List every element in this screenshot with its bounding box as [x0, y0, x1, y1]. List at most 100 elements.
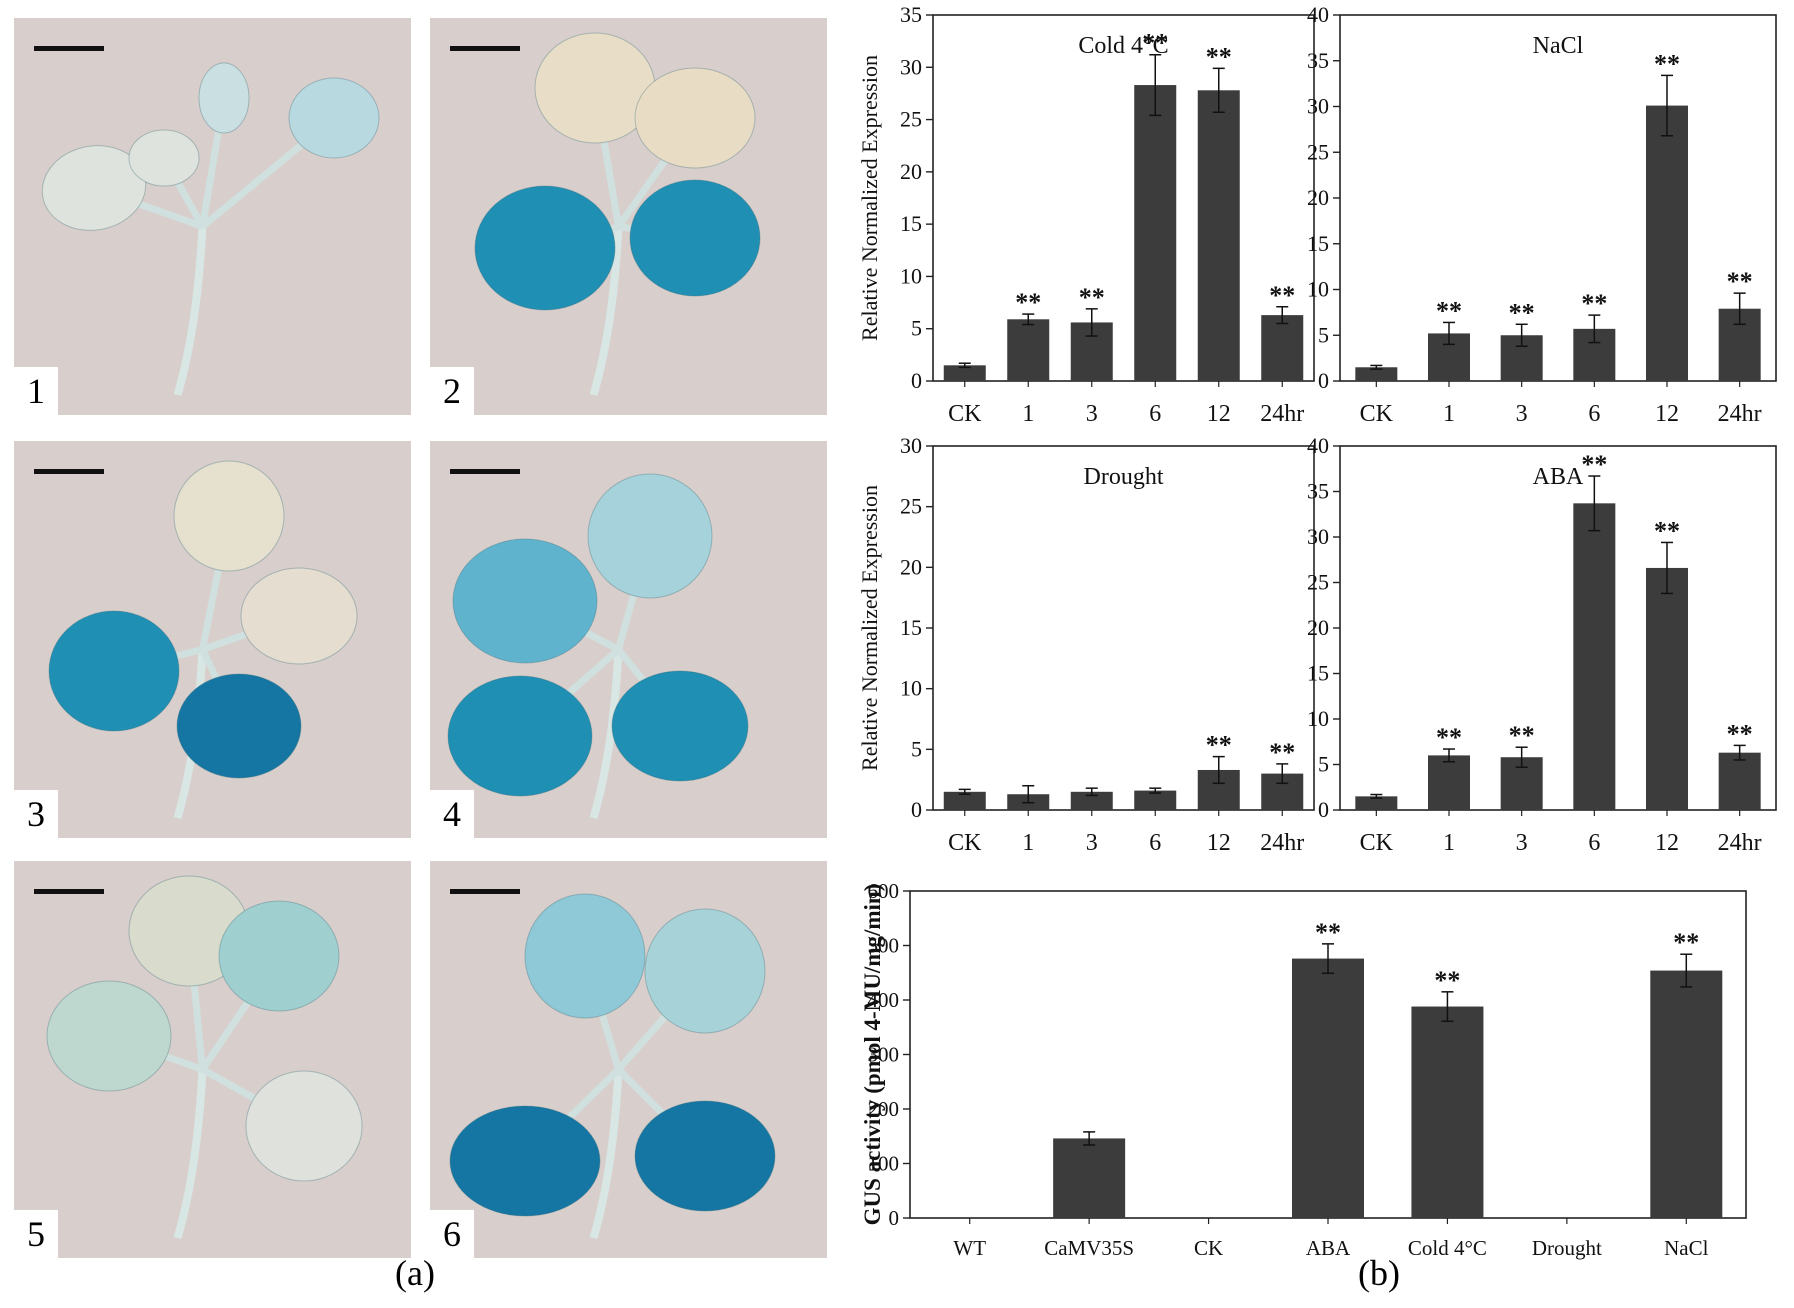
- x-tick-label-drought: 24hr: [1260, 830, 1304, 856]
- bar-cold-4: [1197, 90, 1240, 381]
- y-axis-label-cold: Relative Normalized Expression: [857, 55, 882, 341]
- y-tick-label-gus: 200: [868, 1097, 900, 1121]
- bar-aba-5: [1718, 752, 1761, 810]
- seedling-illustration: [41, 62, 380, 397]
- bar-nacl-0: [1355, 367, 1398, 381]
- x-tick-label-nacl: 6: [1588, 401, 1600, 427]
- significance-mark-cold: **: [1269, 281, 1295, 310]
- bar-cold-0: [943, 365, 986, 381]
- chart-title-drought: Drought: [1084, 464, 1164, 490]
- bar-cold-5: [1261, 315, 1304, 381]
- y-tick-label-gus: 300: [868, 1043, 900, 1067]
- bar-aba-0: [1355, 796, 1398, 810]
- y-tick-label-aba: 0: [1318, 797, 1329, 822]
- significance-mark-gus: **: [1434, 966, 1460, 995]
- x-tick-label-drought: 12: [1207, 830, 1231, 856]
- seedling-leaf: [474, 185, 616, 311]
- seedling-illustration: [48, 460, 358, 820]
- seedling-stem: [173, 1069, 207, 1240]
- y-tick-label-aba: 40: [1307, 433, 1329, 458]
- significance-mark-gus: **: [1315, 918, 1341, 947]
- y-tick-label-aba: 30: [1307, 524, 1329, 549]
- y-tick-label-cold: 15: [900, 211, 922, 236]
- y-tick-label-drought: 20: [900, 554, 922, 579]
- seedling-illustration: [449, 893, 776, 1240]
- seedling-illustration: [46, 875, 363, 1240]
- y-tick-label-cold: 20: [900, 159, 922, 184]
- x-tick-label-gus: ABA: [1306, 1236, 1351, 1260]
- x-tick-label-drought: 1: [1022, 830, 1034, 856]
- y-tick-label-cold: 10: [900, 263, 922, 288]
- seedling-leaf: [240, 567, 358, 665]
- seedling-leaf: [198, 62, 250, 134]
- seedling-leaf: [447, 675, 593, 797]
- scale-bar: [34, 889, 104, 894]
- x-tick-label-nacl: 3: [1516, 401, 1528, 427]
- chart-title-cold: Cold 4°C: [1078, 33, 1168, 59]
- seedling-stem: [589, 226, 623, 397]
- x-tick-label-cold: 1: [1022, 401, 1034, 427]
- plot-frame-aba: [1339, 445, 1777, 811]
- seedling-leaf: [218, 900, 340, 1012]
- significance-mark-aba: **: [1727, 719, 1753, 748]
- seedling-leaf: [634, 1100, 776, 1212]
- y-tick-label-nacl: 35: [1307, 48, 1329, 73]
- seedling-leaf: [176, 673, 302, 779]
- bar-gus-6: [1650, 970, 1723, 1218]
- x-tick-label-gus: CK: [1194, 1236, 1223, 1260]
- seedling-photo-1: 1: [14, 18, 411, 415]
- significance-mark-aba: **: [1654, 516, 1680, 545]
- y-tick-label-nacl: 10: [1307, 277, 1329, 302]
- x-tick-label-gus: NaCl: [1664, 1236, 1708, 1260]
- y-tick-label-aba: 20: [1307, 615, 1329, 640]
- seedling-leaf: [245, 1070, 363, 1182]
- y-tick-label-nacl: 25: [1307, 139, 1329, 164]
- plot-frame-drought: [932, 445, 1315, 811]
- significance-mark-cold: **: [1015, 288, 1041, 317]
- scale-bar: [450, 889, 520, 894]
- seedling-photo-4: 4: [430, 441, 827, 838]
- scale-bar: [450, 469, 520, 474]
- bar-nacl-4: [1646, 105, 1688, 382]
- y-tick-label-drought: 5: [911, 736, 922, 761]
- significance-mark-nacl: **: [1436, 296, 1462, 325]
- plot-frame-cold: [932, 14, 1315, 382]
- x-tick-label-gus: Drought: [1532, 1236, 1602, 1260]
- x-tick-label-drought: 6: [1149, 830, 1161, 856]
- y-axis-label-drought: Relative Normalized Expression: [857, 485, 882, 771]
- chart-title-nacl: NaCl: [1533, 33, 1584, 59]
- seedling-stem: [589, 1069, 623, 1240]
- y-tick-label-nacl: 40: [1307, 2, 1329, 27]
- y-tick-label-nacl: 0: [1318, 368, 1329, 393]
- y-tick-label-aba: 25: [1307, 570, 1329, 595]
- x-tick-label-nacl: 1: [1443, 401, 1455, 427]
- seedling-leaf: [288, 77, 380, 159]
- significance-mark-cold: **: [1142, 29, 1168, 58]
- x-tick-label-aba: CK: [1360, 830, 1394, 856]
- y-tick-label-gus: 0: [889, 1206, 900, 1230]
- significance-mark-aba: **: [1509, 721, 1535, 750]
- seedling-photo-3: 3: [14, 441, 411, 838]
- x-tick-label-aba: 1: [1443, 830, 1455, 856]
- scale-bar: [450, 46, 520, 51]
- bar-drought-0: [943, 791, 986, 810]
- seedling-photo-6: 6: [430, 861, 827, 1258]
- bar-drought-3: [1134, 790, 1177, 810]
- scale-bar: [34, 46, 104, 51]
- y-tick-label-aba: 35: [1307, 479, 1329, 504]
- bar-aba-1: [1428, 755, 1470, 810]
- bar-aba-4: [1646, 567, 1688, 810]
- x-tick-label-cold: 6: [1149, 401, 1161, 427]
- bar-aba-3: [1573, 503, 1616, 810]
- y-tick-label-cold: 35: [900, 2, 922, 27]
- seedling-illustration: [474, 32, 761, 397]
- x-tick-label-drought: 3: [1086, 830, 1098, 856]
- y-tick-label-gus: 600: [868, 879, 900, 903]
- seedling-leaf: [449, 1105, 601, 1217]
- y-tick-label-nacl: 5: [1318, 322, 1329, 347]
- y-tick-label-aba: 15: [1307, 661, 1329, 686]
- seedling-leaf: [629, 179, 761, 297]
- y-tick-label-gus: 500: [868, 934, 900, 958]
- photo-number-label: 6: [430, 1210, 474, 1258]
- significance-mark-nacl: **: [1509, 298, 1535, 327]
